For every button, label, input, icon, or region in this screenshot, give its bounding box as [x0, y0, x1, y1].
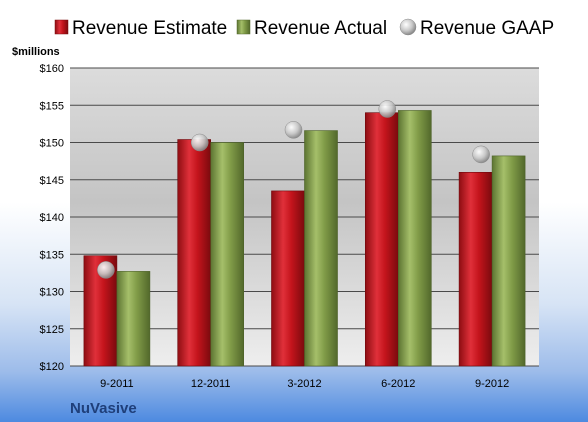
bar-revenue-estimate — [177, 139, 211, 367]
x-tick-label: 12-2011 — [191, 378, 231, 390]
legend-marker-gaap — [399, 18, 417, 36]
y-tick-label: $130 — [40, 287, 64, 299]
x-tick-label: 6-2012 — [381, 378, 415, 390]
x-tick-label: 3-2012 — [287, 378, 321, 390]
y-tick-label: $155 — [40, 100, 64, 112]
bar-revenue-estimate — [271, 190, 305, 367]
y-tick-label: $120 — [40, 361, 64, 373]
bar-revenue-actual — [491, 155, 526, 367]
legend-swatch-estimate — [54, 19, 69, 35]
y-axis-ticks: $120 $125 $130 $135 $140 $145 $150 $155 $160 — [40, 63, 64, 373]
bar-revenue-actual — [304, 130, 338, 367]
y-tick-label: $125 — [40, 324, 64, 336]
marker-revenue-gaap — [378, 100, 397, 118]
marker-revenue-gaap — [472, 145, 490, 164]
legend-label-actual: Revenue Actual — [254, 18, 387, 39]
company-name: NuVasive — [70, 400, 137, 417]
bar-revenue-actual — [397, 110, 432, 367]
marker-revenue-gaap — [97, 261, 115, 279]
y-tick-label: $140 — [40, 212, 64, 224]
bar-revenue-actual — [116, 271, 151, 367]
legend: Revenue Estimate Revenue Actual Revenue … — [54, 18, 554, 39]
legend-label-estimate: Revenue Estimate — [72, 18, 227, 39]
y-tick-label: $160 — [40, 63, 64, 75]
bar-revenue-estimate — [364, 112, 399, 367]
y-tick-label: $135 — [40, 249, 64, 261]
legend-label-gaap: Revenue GAAP — [420, 18, 554, 39]
marker-revenue-gaap — [190, 133, 209, 152]
legend-swatch-actual — [236, 19, 251, 35]
x-axis-ticks: 9-2011 12-2011 3-2012 6-2012 9-2012 — [100, 378, 509, 390]
bar-revenue-actual — [210, 142, 244, 367]
y-axis-unit-label: $millions — [12, 46, 60, 58]
gaap-markers — [97, 100, 490, 279]
y-tick-label: $145 — [40, 175, 64, 187]
x-tick-label: 9-2012 — [475, 378, 509, 390]
bar-revenue-estimate — [458, 172, 493, 367]
x-tick-label: 9-2011 — [100, 378, 133, 390]
marker-revenue-gaap — [284, 121, 303, 139]
y-tick-label: $150 — [40, 138, 64, 150]
bars — [83, 110, 526, 367]
